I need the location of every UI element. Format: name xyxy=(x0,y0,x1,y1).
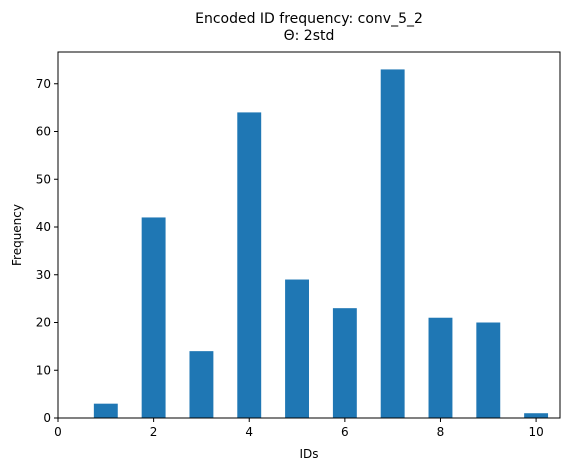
bar-id-5 xyxy=(285,279,309,418)
chart-subtitle: Θ: 2std xyxy=(284,28,335,44)
bar-id-6 xyxy=(332,308,357,418)
bar-id-8 xyxy=(428,317,453,418)
chart-title: Encoded ID frequency: conv_5_2 xyxy=(195,11,423,27)
x-tick-label: 2 xyxy=(150,425,158,439)
bars-group xyxy=(93,69,549,418)
plot-frame xyxy=(57,51,561,419)
y-tick-label: 50 xyxy=(36,172,51,186)
bar-id-10 xyxy=(524,413,549,418)
x-axis-label: IDs xyxy=(299,447,318,461)
y-axis-label: Frequency xyxy=(10,204,24,266)
y-tick-label: 10 xyxy=(36,363,51,377)
bar-id-4 xyxy=(237,112,262,418)
x-tick-label: 6 xyxy=(341,425,349,439)
y-tick-label: 70 xyxy=(36,77,51,91)
x-tick-label: 8 xyxy=(437,425,445,439)
y-tick-label: 60 xyxy=(36,125,51,139)
bar-id-3 xyxy=(189,351,214,418)
bar-id-9 xyxy=(476,322,501,418)
x-axis-ticks: 0 2 4 6 8 10 xyxy=(54,418,544,439)
y-tick-label: 20 xyxy=(36,316,51,330)
x-tick-label: 10 xyxy=(528,425,543,439)
bar-id-1 xyxy=(93,403,118,418)
bar-id-2 xyxy=(141,217,166,418)
bar-id-7 xyxy=(380,69,405,418)
x-tick-label: 0 xyxy=(54,425,62,439)
y-tick-label: 0 xyxy=(43,411,51,425)
y-tick-label: 40 xyxy=(36,220,51,234)
x-tick-label: 4 xyxy=(245,425,253,439)
y-axis-ticks: 0 10 20 30 40 50 60 70 xyxy=(36,77,58,425)
y-tick-label: 30 xyxy=(36,268,51,282)
